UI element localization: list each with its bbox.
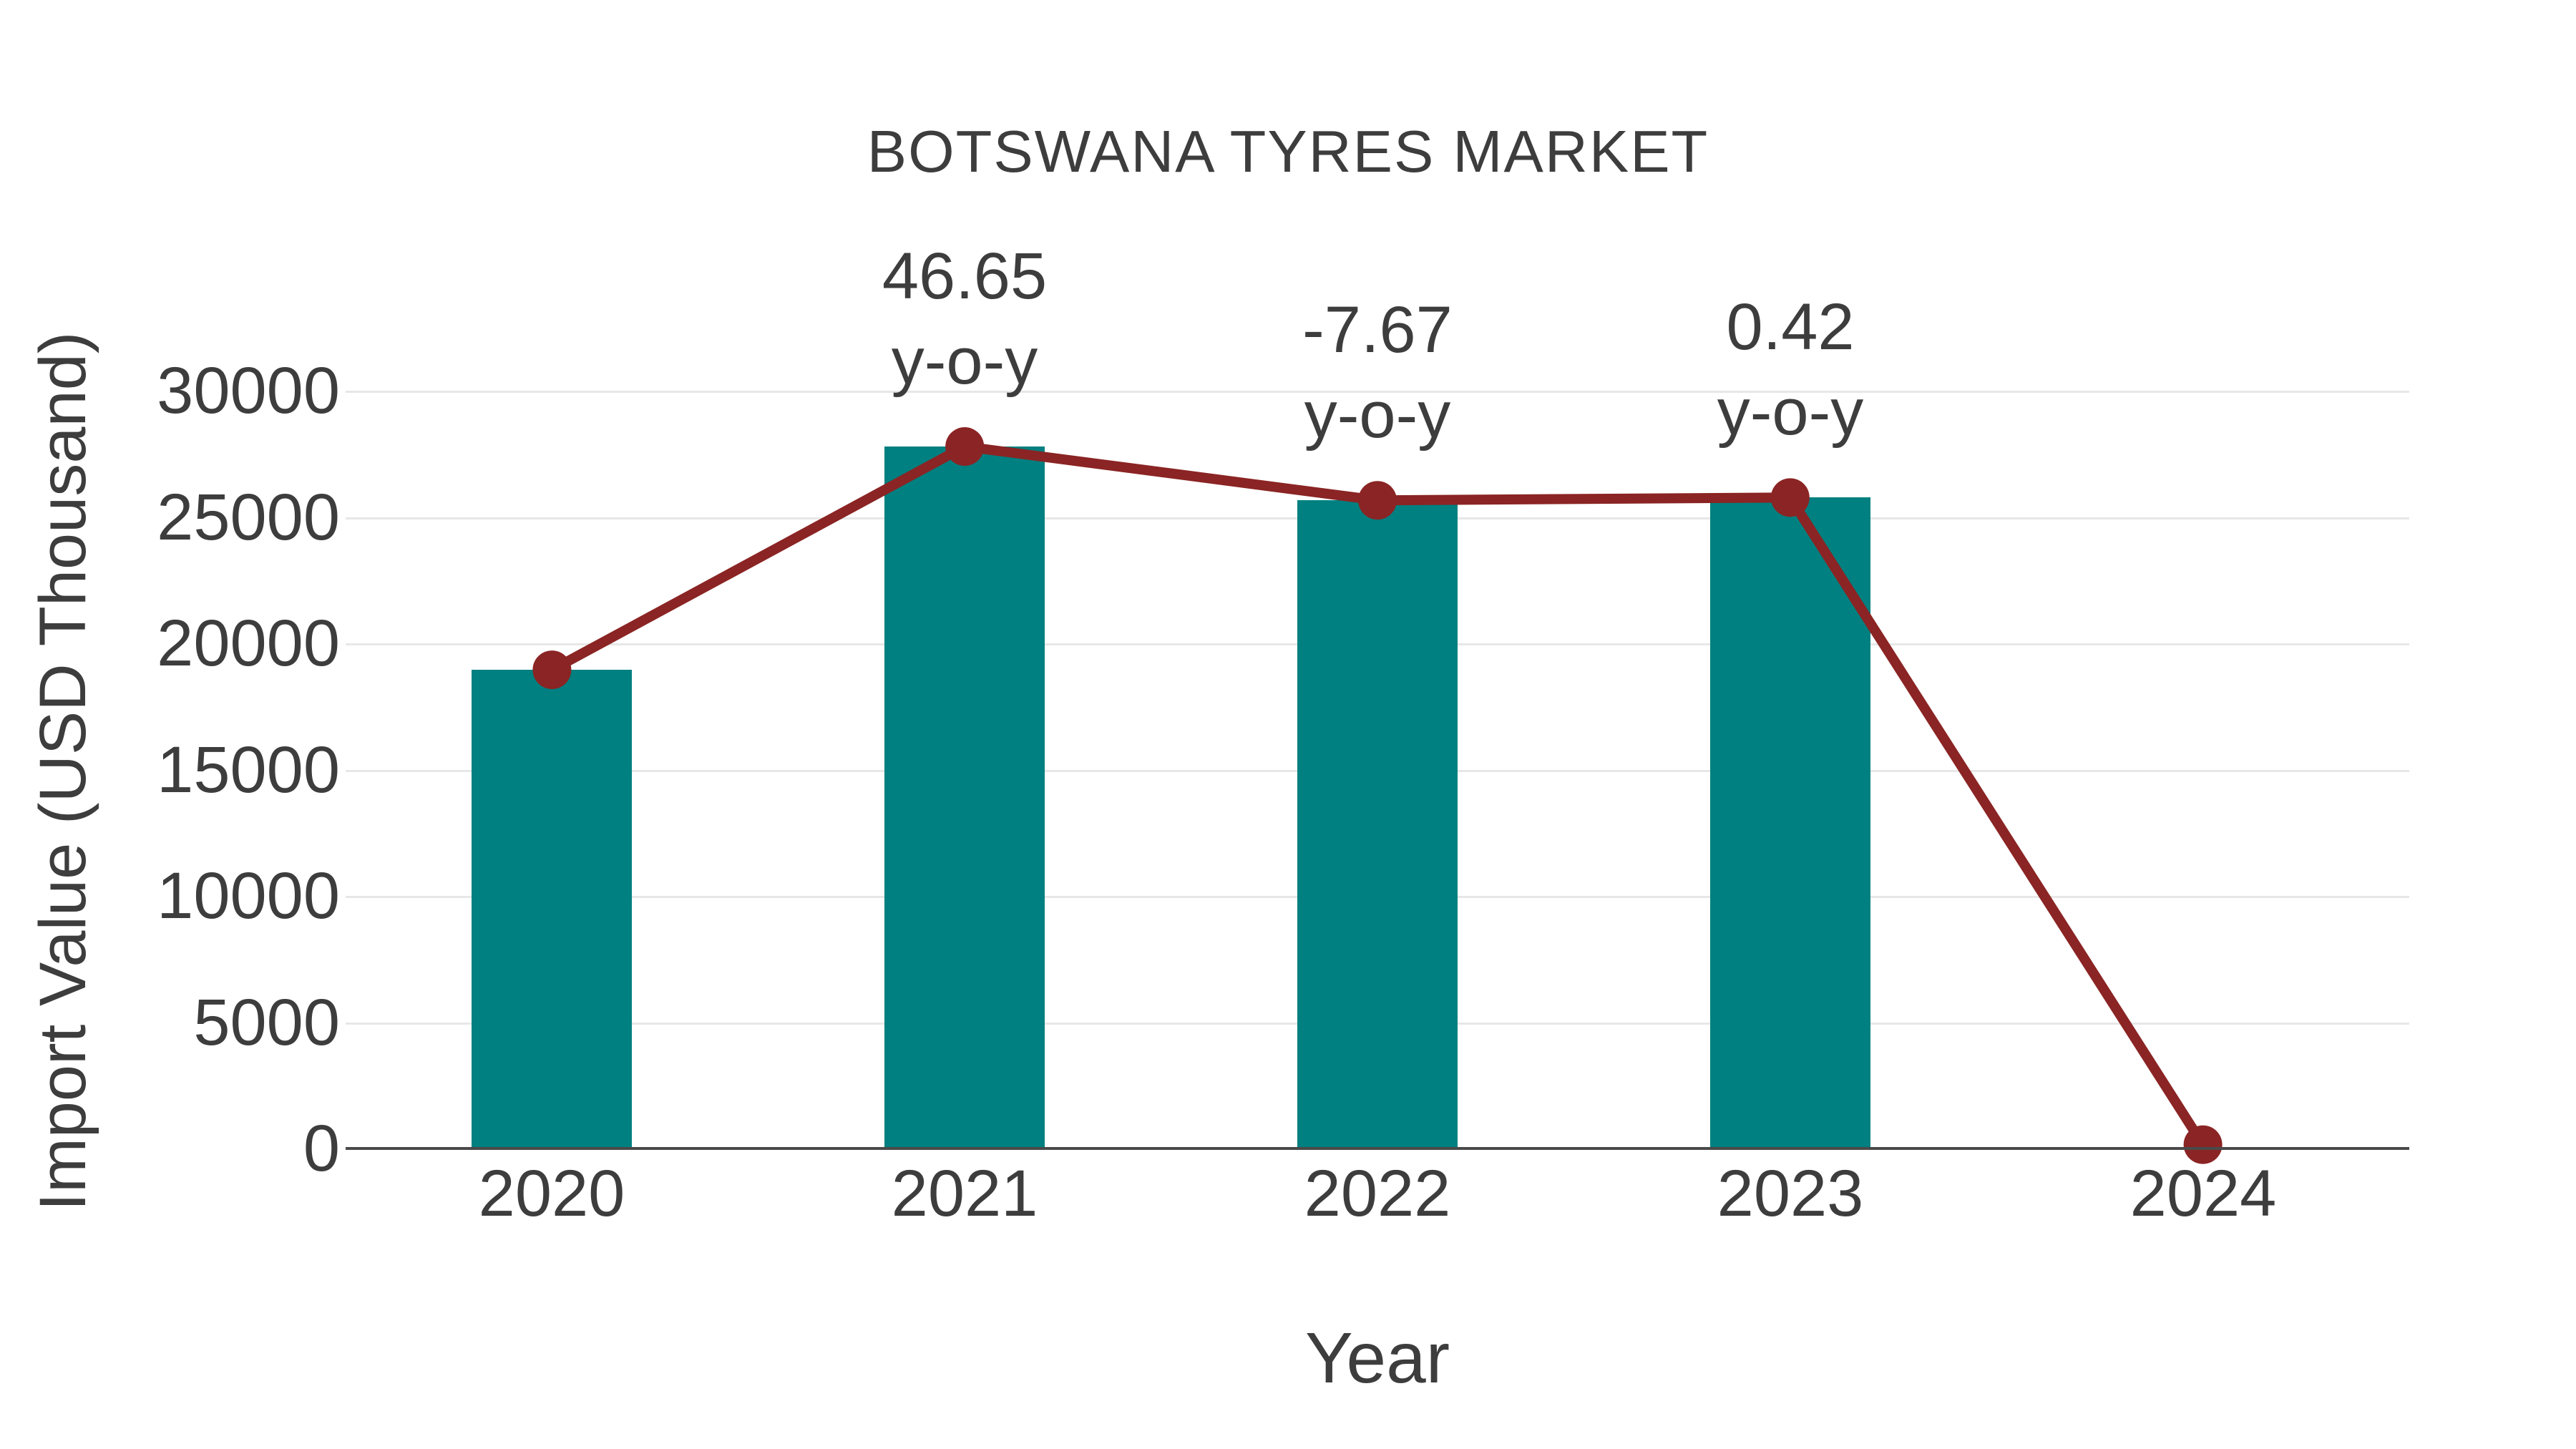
x-axis-line xyxy=(346,1147,2409,1150)
x-axis-title: Year xyxy=(1304,1318,1450,1398)
gridline xyxy=(346,391,2409,393)
bar-2022 xyxy=(1297,500,1458,1148)
y-tick-label: 5000 xyxy=(193,986,340,1059)
y-tick-label: 25000 xyxy=(157,481,340,554)
x-tick-label: 2023 xyxy=(1717,1157,1864,1230)
trend-marker xyxy=(1770,478,1810,517)
trend-line-layer xyxy=(532,427,2223,1164)
x-tick-label: 2024 xyxy=(2129,1157,2277,1230)
x-tick-label: 2020 xyxy=(478,1157,625,1230)
annotation-2023: 0.42 y-o-y xyxy=(1717,285,1863,456)
bar-2021 xyxy=(884,447,1045,1148)
annotation-line: 0.42 xyxy=(1726,290,1855,364)
y-tick-label: 0 xyxy=(303,1112,340,1185)
annotation-line: y-o-y xyxy=(1304,379,1451,452)
y-tick-label: 30000 xyxy=(157,354,340,427)
y-tick-label: 15000 xyxy=(157,733,340,806)
bar-2020 xyxy=(472,670,632,1148)
trend-marker xyxy=(945,427,985,467)
trend-marker xyxy=(1358,481,1397,520)
annotation-2021: 46.65 y-o-y xyxy=(882,234,1047,405)
trend-line xyxy=(550,441,2207,1148)
chart-title: BOTSWANA TYRES MARKET xyxy=(867,118,1709,185)
trend-marker xyxy=(2183,1125,2223,1164)
annotation-line: -7.67 xyxy=(1302,293,1453,366)
y-tick-label: 20000 xyxy=(157,607,340,680)
x-tick-label: 2021 xyxy=(891,1157,1038,1230)
annotation-line: y-o-y xyxy=(1717,376,1864,449)
y-tick-label: 10000 xyxy=(157,859,340,932)
annotation-line: 46.65 xyxy=(882,239,1048,313)
bar-2023 xyxy=(1710,497,1870,1148)
trend-marker xyxy=(532,650,572,690)
annotation-2022: -7.67 y-o-y xyxy=(1302,288,1453,459)
annotation-line: y-o-y xyxy=(891,325,1038,399)
x-tick-label: 2022 xyxy=(1304,1157,1451,1230)
